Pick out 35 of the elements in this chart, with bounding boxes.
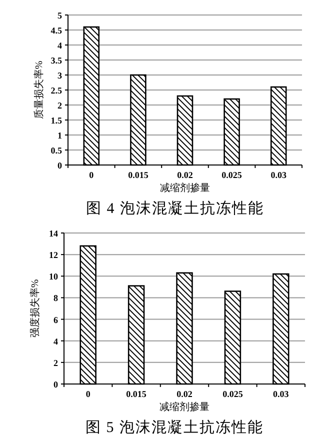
x-tick-label: 0.03: [273, 389, 290, 399]
x-axis-title: 减缩剂掺量: [160, 182, 210, 194]
y-axis-title: 强度损失率%: [29, 279, 41, 338]
x-tick-label: 0: [86, 389, 91, 399]
x-tick-label: 0: [89, 170, 94, 180]
y-tick-label: 2.5: [50, 86, 62, 96]
y-tick-label: 0: [54, 380, 58, 390]
y-tick-label: 3.5: [50, 56, 62, 66]
x-tick-label: 0.015: [128, 170, 149, 180]
y-tick-label: 5: [58, 10, 62, 20]
x-axis-title: 减缩剂掺量: [160, 401, 210, 413]
y-tick-label: 4: [54, 336, 58, 346]
x-tick-label: 0.02: [176, 389, 193, 399]
y-tick-label: 2: [58, 100, 62, 110]
x-tick-label: 0.025: [222, 389, 244, 399]
y-tick-label: 10: [49, 272, 58, 282]
y-tick-label: 3: [58, 70, 62, 80]
y-tick-label: 4.5: [50, 26, 62, 36]
y-tick-label: 2: [54, 358, 58, 368]
y-axis-title: 质量损失率%: [33, 60, 45, 120]
text: 图 4 泡沫混凝土抗冻性能: [86, 200, 264, 217]
y-tick-label: 6: [54, 314, 58, 325]
x-tick-label: 0.015: [126, 389, 147, 399]
y-tick-label: 1.5: [50, 116, 62, 126]
y-tick-label: 12: [49, 250, 58, 260]
text: 图 5 泡沫混凝土抗冻性能: [86, 419, 264, 436]
x-tick-label: 0.025: [222, 170, 242, 180]
x-tick-label: 0.02: [177, 170, 194, 180]
y-tick-label: 14: [49, 228, 58, 238]
y-tick-label: 1: [58, 130, 62, 140]
y-tick-label: 8: [54, 293, 58, 304]
x-tick-label: 0.03: [270, 170, 287, 180]
y-tick-label: 0: [58, 160, 62, 170]
y-tick-label: 4: [58, 40, 62, 50]
y-tick-label: 0.5: [50, 146, 62, 156]
